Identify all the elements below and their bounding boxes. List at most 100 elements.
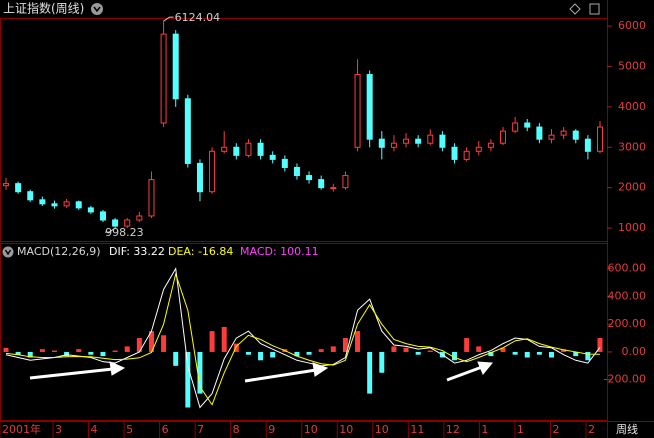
legend-entry: MACD: 100.11 <box>240 245 319 258</box>
macd-bar <box>524 351 530 358</box>
max-label: 6124.04 <box>175 11 221 24</box>
macd-bar <box>585 351 591 361</box>
macd-bar <box>476 346 482 352</box>
x-tick-label: 2 <box>552 423 559 436</box>
candle-body <box>475 146 482 152</box>
candle-body <box>3 183 9 187</box>
diamond-icon[interactable] <box>569 3 581 15</box>
macd-bar <box>549 351 555 358</box>
macd-bar <box>270 351 276 358</box>
macd-bar <box>27 351 33 358</box>
candle-body <box>306 175 313 181</box>
macd-bar <box>88 351 94 355</box>
dropdown-button[interactable] <box>91 3 103 15</box>
macd-bar <box>233 343 239 352</box>
candle-body <box>330 187 337 190</box>
macd-bar <box>306 351 312 355</box>
x-tick-label: 7 <box>197 423 204 436</box>
macd-bar <box>185 351 191 408</box>
macd-bar <box>561 349 567 352</box>
y-tick-label: 6000 <box>618 19 646 32</box>
macd-bar <box>221 326 227 352</box>
macd-bar <box>427 350 433 352</box>
candle-body <box>487 142 494 148</box>
arrow <box>446 365 483 382</box>
arrow-head <box>109 361 126 376</box>
x-tick-label: 8 <box>233 423 240 436</box>
macd-bar <box>403 347 409 352</box>
leader-line <box>105 227 116 233</box>
y-tick-label: 5000 <box>618 59 646 72</box>
x-tick-label: 12 <box>446 423 460 436</box>
leader-line <box>163 16 174 22</box>
arrow <box>244 368 317 383</box>
candle-body <box>342 175 349 189</box>
macd-bar <box>112 350 118 352</box>
candle-body <box>390 142 397 148</box>
macd-bar <box>355 331 361 352</box>
macd-line <box>5 272 601 406</box>
x-tick-label: 10 <box>304 423 318 436</box>
macd-bar <box>379 351 385 373</box>
macd-bar <box>573 351 579 357</box>
macd-bar <box>197 351 203 394</box>
candle-body <box>172 33 179 100</box>
x-tick-label: 6 <box>162 423 169 436</box>
arrows <box>29 361 493 383</box>
x-tick-label: 10 <box>339 423 353 436</box>
macd-bar <box>415 351 421 355</box>
candle-body <box>148 179 155 217</box>
candle-body <box>281 158 288 168</box>
macd-bar <box>391 346 397 352</box>
macd-bar <box>488 351 494 357</box>
candle-body <box>536 126 543 140</box>
x-tick-label: 9 <box>268 423 275 436</box>
macd-bar <box>3 347 9 352</box>
legend-entry: DEA: -16.84 <box>168 245 233 258</box>
y-tick-label: 3000 <box>618 140 646 153</box>
candle-body <box>366 74 373 140</box>
macd-bar <box>124 346 130 352</box>
macd-bar <box>464 338 470 352</box>
macd-dropdown[interactable] <box>2 246 14 258</box>
macd-line <box>5 267 601 409</box>
candle-body <box>560 130 567 136</box>
macd-bar <box>100 351 106 357</box>
candle-body <box>124 219 131 227</box>
candle-body <box>293 166 300 177</box>
macd-bar <box>512 351 518 355</box>
x-tick-label: 1 <box>517 423 524 436</box>
marks: 1000 2000 3000 4000 5000 6000 6124.04 998.23 -20… <box>0 11 646 438</box>
y-tick-label: 4000 <box>618 100 646 113</box>
y-tick-label: 400.00 <box>608 289 647 302</box>
macd-bar <box>500 347 506 352</box>
candle-body <box>63 201 70 207</box>
candle-body <box>99 211 106 221</box>
candle-body <box>524 122 531 128</box>
x-tick-label: 1 <box>481 423 488 436</box>
candle-body <box>245 142 252 156</box>
panel-icon[interactable] <box>589 3 600 15</box>
candle-body <box>160 33 167 124</box>
y-tick-label: 600.00 <box>608 262 647 275</box>
candle-body <box>269 154 276 160</box>
candle-body <box>184 98 191 164</box>
candle-body <box>597 126 603 152</box>
candle-body <box>15 183 22 193</box>
macd-bar <box>148 331 154 352</box>
x-tick-label: 3 <box>55 423 62 436</box>
dropdown-icon <box>93 6 101 13</box>
macd-bar <box>452 351 458 361</box>
macd-bar <box>173 351 179 366</box>
candle-body <box>548 134 555 140</box>
arrow-head <box>312 362 329 377</box>
period-label: 周线 <box>616 422 638 436</box>
candle-body <box>463 150 470 160</box>
y-tick-label: 0.00 <box>622 345 647 358</box>
y-tick-label: 2000 <box>618 181 646 194</box>
candle-body <box>572 130 579 140</box>
arrow-head <box>477 361 493 375</box>
macd-bar <box>367 351 373 394</box>
candle-body <box>196 162 203 193</box>
